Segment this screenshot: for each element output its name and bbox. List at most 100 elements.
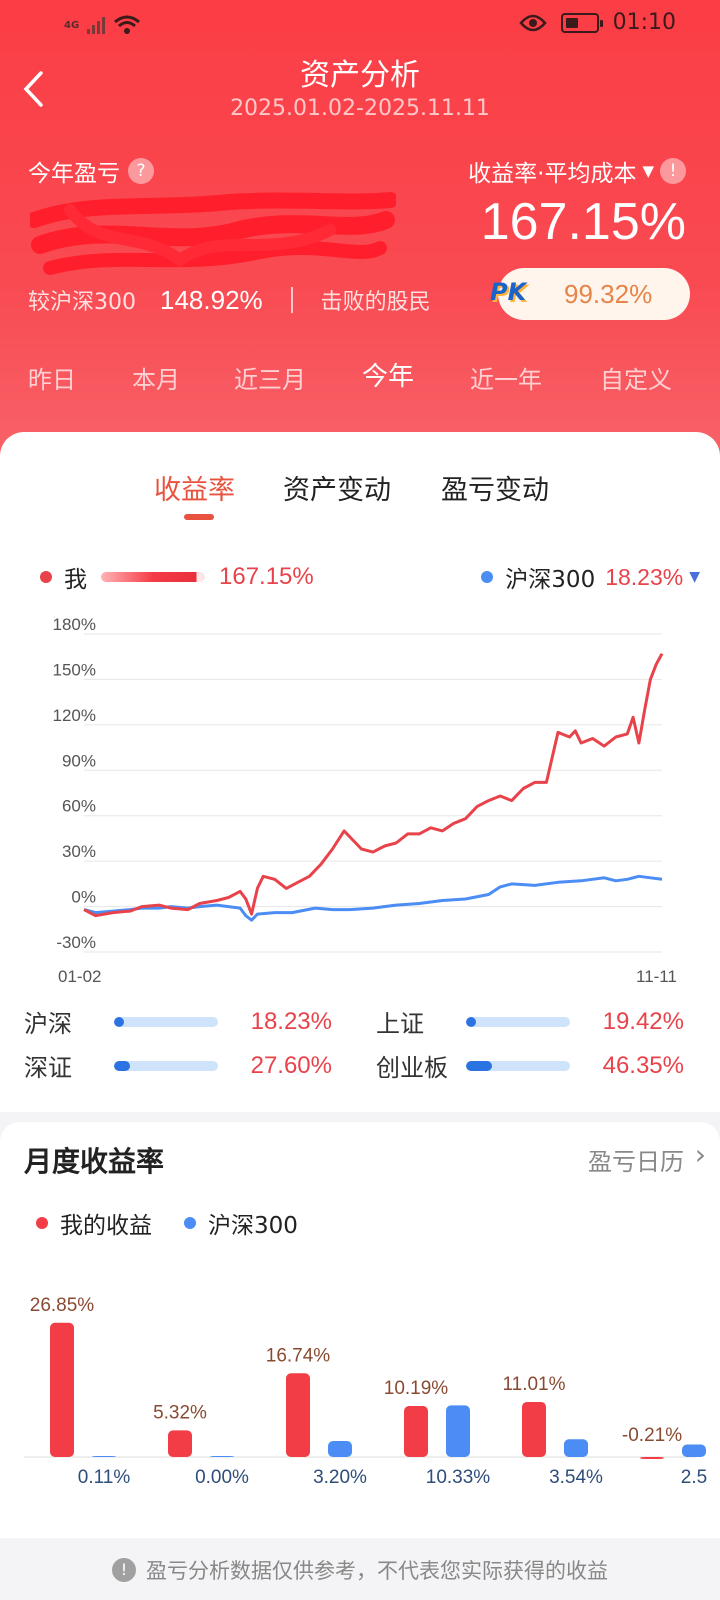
index-bar [114, 1016, 218, 1027]
pk-logo-icon: PK [490, 278, 527, 306]
y-tick-label: 30% [62, 842, 96, 861]
index-row-hs: 沪深 18.23% [24, 1004, 332, 1039]
legend-dot-mine [36, 1217, 48, 1229]
legend-mine-label: 我的收益 [60, 1213, 152, 1239]
tab-return-rate[interactable]: 收益率 [154, 475, 235, 506]
bar-label-mine: 16.74% [266, 1345, 331, 1366]
bar-benchmark [328, 1441, 352, 1457]
bar-benchmark [210, 1456, 234, 1457]
y-tick-label: 90% [62, 751, 96, 770]
period-3-months[interactable]: 近三月 [234, 366, 306, 394]
caret-down-icon: ▼ [642, 162, 654, 180]
y-tick-label: 60% [62, 797, 96, 816]
period-1-year[interactable]: 近一年 [470, 366, 542, 394]
index-value: 19.42% [602, 1007, 684, 1035]
monthly-bar-chart[interactable]: 26.85% 5.32% 16.74% 10.19% 11.01% -0.21% 0.11%… [0, 1252, 720, 1532]
pl-calendar-link[interactable]: 盈亏日历 [588, 1148, 684, 1176]
return-rate-value: 167.15% [480, 193, 686, 251]
index-bar-fill [466, 1016, 477, 1027]
redacted-amount [30, 192, 396, 275]
bar-mine [286, 1373, 310, 1457]
page-title: 资产分析 [300, 58, 420, 93]
period-this-year[interactable]: 今年 [362, 362, 415, 392]
tab-asset-change[interactable]: 资产变动 [283, 475, 391, 506]
index-bar [466, 1016, 570, 1027]
signal-icon [87, 16, 106, 34]
bar-mine [404, 1406, 428, 1457]
active-tab-indicator [184, 514, 214, 520]
battery-icon [560, 12, 603, 33]
index-bar [466, 1060, 570, 1071]
bar-mine [522, 1401, 546, 1457]
beat-label: 击败的股民 [320, 290, 431, 315]
index-name: 创业板 [376, 1054, 448, 1082]
x-tick-label: 01-02 [58, 967, 101, 986]
index-bar-fill [114, 1060, 130, 1071]
index-row-sh: 上证 19.42% [376, 1004, 684, 1039]
tab-pl-change[interactable]: 盈亏变动 [441, 475, 549, 506]
clock: 01:10 [612, 10, 676, 35]
wifi-icon [114, 15, 141, 34]
return-chart-card: 收益率 资产变动 盈亏变动 我 167.15% 沪深300 18.23% ▼ 1… [0, 432, 720, 1112]
comparison-row: 较沪深300 148.92% 击败的股民 PK 99.32% [28, 268, 690, 320]
legend-me-bar [101, 572, 205, 582]
help-icon[interactable]: ? [128, 158, 154, 184]
bar-label-benchmark: 2.5 [681, 1467, 707, 1488]
index-value: 46.35% [602, 1051, 684, 1079]
pk-badge[interactable]: PK 99.32% [490, 268, 690, 320]
bar-benchmark [682, 1444, 706, 1457]
legend-dot-benchmark [481, 571, 494, 583]
period-this-month[interactable]: 本月 [132, 366, 180, 394]
disclaimer: ! 盈亏分析数据仅供参考，不代表您实际获得的收益 [0, 1540, 720, 1600]
index-bar [114, 1060, 218, 1071]
rate-method-label: 收益率·平均成本 [468, 161, 637, 187]
y-tick-label: 150% [53, 660, 96, 679]
index-row-sz: 深证 27.60% [24, 1048, 332, 1083]
legend-dot-me [40, 571, 52, 583]
bar-label-benchmark: 0.00% [195, 1467, 249, 1488]
date-range: 2025.01.02-2025.11.11 [230, 96, 490, 121]
x-tick-label: 11-11 [636, 967, 677, 986]
bar-mine [640, 1457, 664, 1459]
bar-benchmark [564, 1439, 588, 1457]
legend-benchmark-label: 沪深300 [208, 1213, 298, 1239]
chart-tabs: 收益率 资产变动 盈亏变动 [0, 468, 720, 528]
header: 4G 01:10 资产分析 2025.01.02-2025.11.11 今年盈亏… [0, 0, 720, 470]
info-icon: ! [112, 1558, 136, 1582]
chart-legend: 我 167.15% 沪深300 18.23% ▼ [40, 560, 700, 596]
chevron-right-icon[interactable]: › [694, 1138, 706, 1171]
bar-label-benchmark: 3.54% [549, 1467, 603, 1488]
bar-label-mine: 26.85% [30, 1295, 95, 1316]
period-custom[interactable]: 自定义 [600, 366, 672, 394]
y-tick-label: 0% [71, 888, 96, 907]
bar-label-mine: 5.32% [153, 1402, 207, 1423]
caret-down-icon: ▼ [689, 569, 700, 585]
benchmark-compare-value: 148.92% [160, 284, 263, 315]
index-name: 上证 [376, 1010, 424, 1038]
legend-me-label: 我 [64, 567, 87, 593]
series-line [83, 652, 664, 918]
index-bar-fill [466, 1060, 492, 1071]
bar-label-mine: 10.19% [384, 1378, 449, 1399]
return-line-chart[interactable]: 180% 150% 120% 90% 60% 30% 0% -30% 01-02 11-11 [0, 614, 720, 1014]
info-icon[interactable]: ! [660, 158, 686, 184]
rate-method-selector[interactable]: 收益率·平均成本 ▼ ! [468, 154, 686, 188]
benchmark-selector[interactable]: 沪深300 18.23% ▼ [481, 560, 700, 594]
index-comparison: 沪深 18.23% 上证 19.42% 深证 27.60% 创业板 46.35% [0, 1004, 720, 1104]
pl-label-text: 今年盈亏 [28, 161, 120, 187]
benchmark-compare-label: 较沪深300 [28, 290, 136, 315]
monthly-legend: 我的收益 沪深300 [36, 1206, 330, 1240]
bar-mine [168, 1430, 192, 1457]
eye-icon [518, 14, 547, 31]
disclaimer-text: 盈亏分析数据仅供参考，不代表您实际获得的收益 [146, 1559, 608, 1583]
bar-mine [50, 1322, 74, 1457]
period-tabs: 昨日 本月 近三月 今年 近一年 自定义 [0, 360, 720, 400]
index-bar-fill [114, 1016, 125, 1027]
network-type: 4G [64, 19, 80, 31]
index-value: 18.23% [250, 1007, 332, 1035]
back-arrow-icon[interactable] [22, 70, 44, 115]
monthly-title: 月度收益率 [24, 1145, 165, 1178]
legend-mine: 我的收益 [36, 1206, 152, 1240]
y-tick-label: -30% [56, 933, 96, 952]
period-yesterday[interactable]: 昨日 [28, 366, 76, 394]
